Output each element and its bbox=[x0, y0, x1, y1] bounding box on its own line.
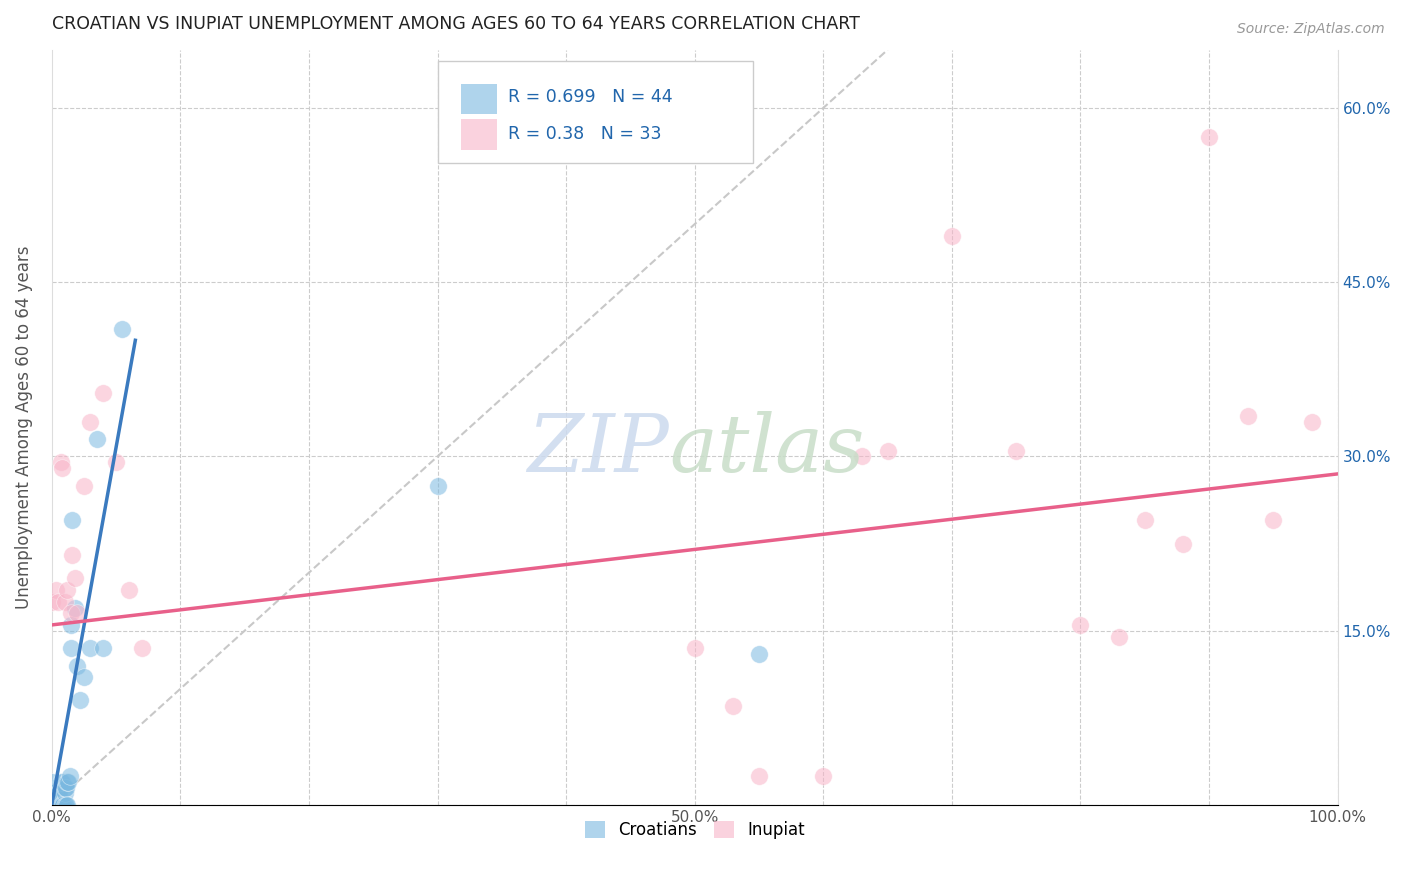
FancyBboxPatch shape bbox=[461, 120, 496, 150]
Point bbox=[851, 450, 873, 464]
Point bbox=[1005, 443, 1028, 458]
Point bbox=[683, 641, 706, 656]
FancyBboxPatch shape bbox=[461, 84, 496, 114]
Point bbox=[91, 641, 114, 656]
Point bbox=[45, 797, 67, 812]
Point bbox=[1108, 630, 1130, 644]
Point bbox=[49, 774, 72, 789]
Point bbox=[53, 797, 76, 812]
Text: R = 0.38   N = 33: R = 0.38 N = 33 bbox=[508, 125, 662, 143]
Point bbox=[46, 786, 69, 800]
Point bbox=[1173, 536, 1195, 550]
Point bbox=[105, 455, 128, 469]
Point bbox=[69, 693, 91, 707]
Point bbox=[426, 478, 449, 492]
Point bbox=[41, 797, 63, 812]
Point bbox=[1236, 409, 1258, 423]
Point bbox=[53, 595, 76, 609]
Point bbox=[51, 774, 73, 789]
Point bbox=[1198, 130, 1220, 145]
Point bbox=[51, 797, 73, 812]
Point bbox=[51, 461, 73, 475]
Point bbox=[63, 600, 86, 615]
Point bbox=[60, 618, 83, 632]
Point bbox=[55, 780, 77, 795]
Point bbox=[1301, 415, 1323, 429]
Point bbox=[45, 583, 67, 598]
Point bbox=[66, 658, 89, 673]
Point bbox=[73, 478, 96, 492]
FancyBboxPatch shape bbox=[437, 62, 752, 163]
Y-axis label: Unemployment Among Ages 60 to 64 years: Unemployment Among Ages 60 to 64 years bbox=[15, 245, 32, 609]
Point bbox=[53, 780, 76, 795]
Point bbox=[41, 797, 63, 812]
Point bbox=[86, 432, 108, 446]
Legend: Croatians, Inupiat: Croatians, Inupiat bbox=[578, 814, 811, 846]
Point bbox=[941, 228, 963, 243]
Point bbox=[41, 797, 63, 812]
Point bbox=[52, 797, 75, 812]
Text: ZIP: ZIP bbox=[527, 411, 669, 489]
Point bbox=[58, 774, 80, 789]
Point bbox=[49, 455, 72, 469]
Point bbox=[79, 641, 101, 656]
Point bbox=[46, 797, 69, 812]
Point bbox=[748, 769, 770, 783]
Point bbox=[53, 786, 76, 800]
Point bbox=[55, 797, 77, 812]
Point bbox=[60, 607, 83, 621]
Point bbox=[131, 641, 153, 656]
Point bbox=[56, 797, 79, 812]
Point bbox=[48, 786, 70, 800]
Point bbox=[49, 797, 72, 812]
Point bbox=[48, 797, 70, 812]
Point bbox=[1133, 513, 1156, 527]
Text: Source: ZipAtlas.com: Source: ZipAtlas.com bbox=[1237, 22, 1385, 37]
Point bbox=[41, 797, 63, 812]
Point bbox=[748, 647, 770, 661]
Point bbox=[41, 780, 63, 795]
Point bbox=[45, 797, 67, 812]
Text: CROATIAN VS INUPIAT UNEMPLOYMENT AMONG AGES 60 TO 64 YEARS CORRELATION CHART: CROATIAN VS INUPIAT UNEMPLOYMENT AMONG A… bbox=[52, 15, 859, 33]
Point bbox=[56, 583, 79, 598]
Point bbox=[111, 321, 134, 335]
Point bbox=[59, 769, 82, 783]
Point bbox=[46, 797, 69, 812]
Point bbox=[60, 548, 83, 562]
Point bbox=[41, 774, 63, 789]
Point bbox=[56, 774, 79, 789]
Point bbox=[66, 607, 89, 621]
Point bbox=[45, 797, 67, 812]
Point bbox=[63, 571, 86, 585]
Point bbox=[41, 595, 63, 609]
Point bbox=[41, 797, 63, 812]
Point bbox=[1263, 513, 1285, 527]
Point bbox=[46, 595, 69, 609]
Point bbox=[45, 797, 67, 812]
Point bbox=[813, 769, 835, 783]
Text: atlas: atlas bbox=[669, 411, 865, 489]
Point bbox=[73, 670, 96, 684]
Point bbox=[118, 583, 141, 598]
Point bbox=[723, 699, 745, 714]
Point bbox=[79, 415, 101, 429]
Point bbox=[1069, 618, 1091, 632]
Point bbox=[60, 641, 83, 656]
Point bbox=[91, 385, 114, 400]
Point bbox=[60, 513, 83, 527]
Text: R = 0.699   N = 44: R = 0.699 N = 44 bbox=[508, 88, 673, 106]
Point bbox=[876, 443, 898, 458]
Point bbox=[41, 786, 63, 800]
